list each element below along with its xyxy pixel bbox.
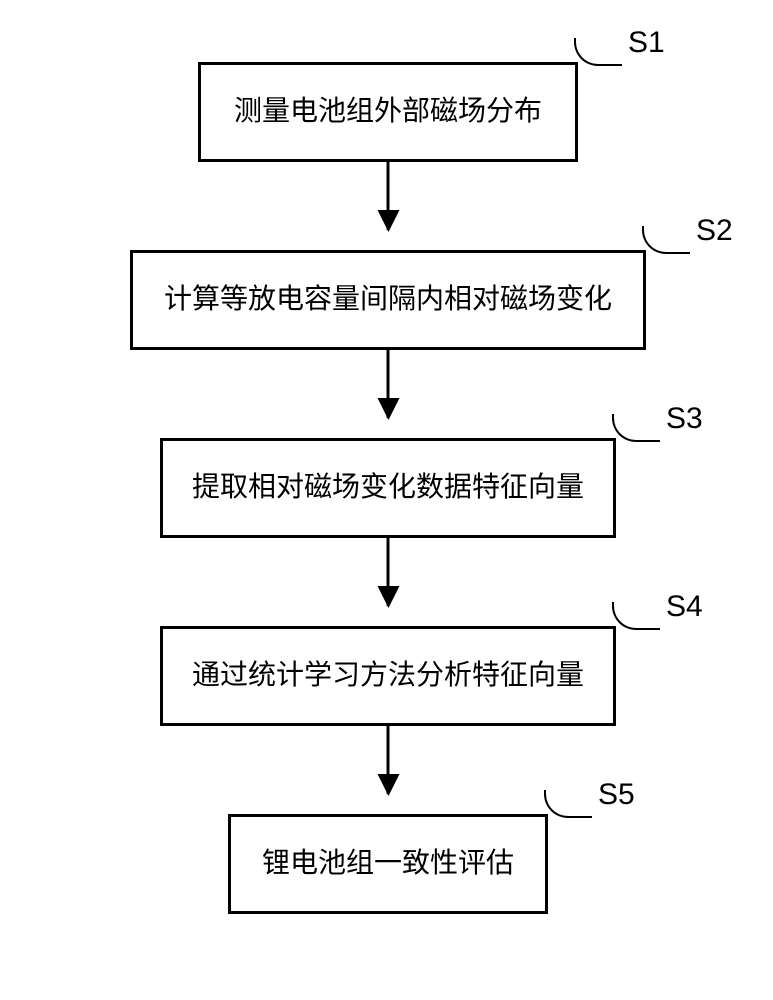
node-s1: 测量电池组外部磁场分布 [198,62,578,162]
tick-s4 [612,602,660,630]
node-s3-text: 提取相对磁场变化数据特征向量 [192,468,584,507]
node-s4-text: 通过统计学习方法分析特征向量 [192,656,584,695]
node-s5-text: 锂电池组一致性评估 [262,844,514,883]
node-s1-text: 测量电池组外部磁场分布 [234,92,542,131]
label-s2: S2 [696,214,733,248]
node-s3: 提取相对磁场变化数据特征向量 [160,438,616,538]
node-s2-text: 计算等放电容量间隔内相对磁场变化 [164,280,612,319]
label-s3: S3 [666,402,703,436]
label-s4: S4 [666,590,703,624]
tick-s3 [612,414,660,442]
edge-s1-s2 [387,162,390,230]
tick-s5 [544,790,592,818]
flowchart-canvas: 测量电池组外部磁场分布 S1 计算等放电容量间隔内相对磁场变化 S2 提取相对磁… [0,0,773,1000]
edge-s2-s3 [387,350,390,418]
node-s4: 通过统计学习方法分析特征向量 [160,626,616,726]
label-s1: S1 [628,26,665,60]
label-s5: S5 [598,778,635,812]
tick-s1 [574,38,622,66]
tick-s2 [642,226,690,254]
node-s5: 锂电池组一致性评估 [228,814,548,914]
edge-s3-s4 [387,538,390,606]
node-s2: 计算等放电容量间隔内相对磁场变化 [130,250,646,350]
edge-s4-s5 [387,726,390,794]
